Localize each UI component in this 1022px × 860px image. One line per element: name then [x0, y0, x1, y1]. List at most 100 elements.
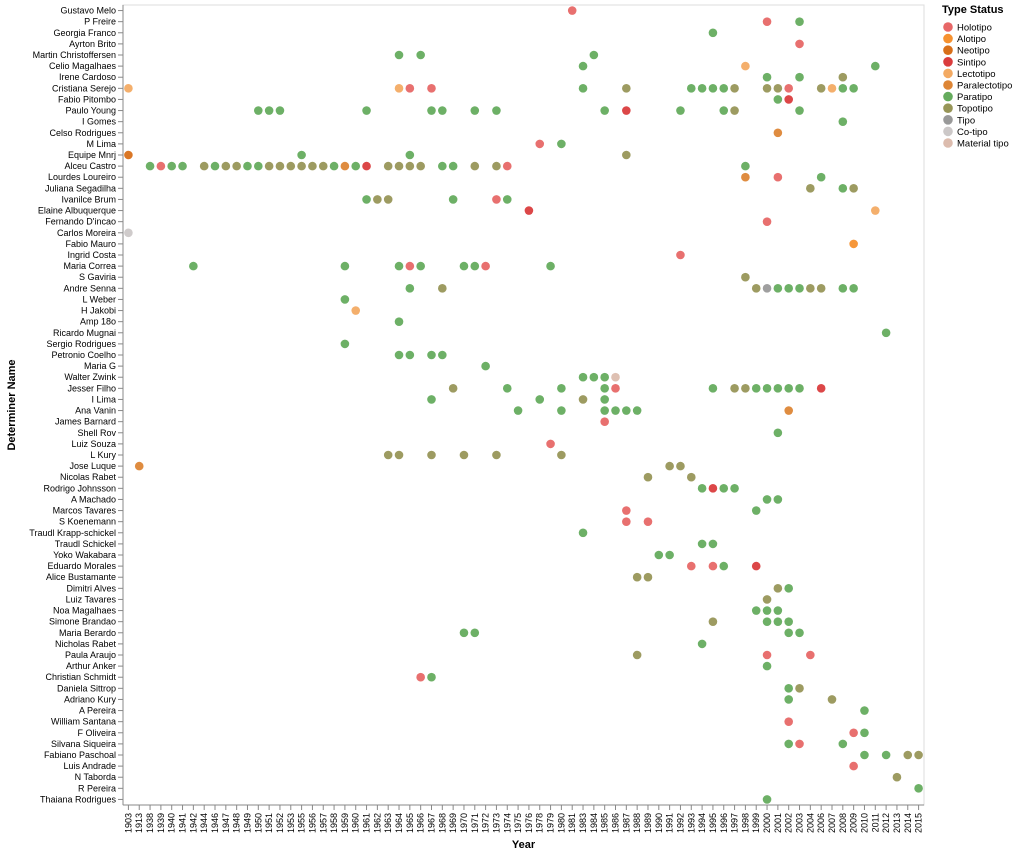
- data-point: [741, 272, 750, 282]
- data-point: [784, 739, 793, 749]
- x-tick-label: 2008: [838, 813, 848, 833]
- data-point: [438, 284, 447, 293]
- data-point: [622, 517, 631, 526]
- data-point: [286, 161, 296, 171]
- data-point: [470, 106, 480, 115]
- data-point: [254, 106, 263, 115]
- x-tick-label: 1978: [535, 813, 545, 833]
- x-tick-label: 1990: [654, 813, 664, 833]
- x-tick-label: 2015: [914, 813, 924, 833]
- data-point: [762, 495, 772, 504]
- data-point: [513, 406, 523, 415]
- data-point: [795, 384, 804, 393]
- data-point: [243, 161, 252, 171]
- data-point: [903, 750, 913, 760]
- x-tick-label: 1970: [459, 813, 469, 833]
- data-point: [643, 472, 653, 482]
- legend-swatch: [943, 115, 953, 125]
- data-point: [665, 550, 674, 560]
- x-tick-label: 1987: [621, 813, 631, 833]
- data-point: [459, 628, 469, 638]
- y-tick-label: Luiz Tavares: [66, 594, 117, 604]
- y-tick-label: Celso Rodrigues: [49, 128, 116, 138]
- data-point: [849, 728, 858, 738]
- data-point: [275, 106, 285, 115]
- y-tick-label: Yoko Wakabara: [53, 550, 116, 560]
- legend-swatch: [943, 80, 953, 90]
- y-tick-label: Daniela Sittrop: [57, 683, 116, 693]
- legend-title: Type Status: [942, 4, 1004, 16]
- data-point: [762, 617, 772, 626]
- data-point: [492, 161, 501, 171]
- legend-label: Tipo: [957, 115, 975, 126]
- y-tick-label: Adriano Kury: [64, 694, 117, 704]
- data-point: [156, 161, 166, 171]
- data-point: [502, 161, 512, 171]
- x-tick-label: 1992: [675, 813, 685, 833]
- x-tick-label: 2000: [762, 813, 772, 833]
- data-point: [741, 61, 750, 71]
- data-point: [816, 84, 826, 93]
- data-point: [686, 472, 696, 482]
- data-point: [719, 561, 729, 571]
- data-point: [870, 206, 880, 215]
- x-tick-label: 1947: [221, 813, 231, 833]
- data-point: [838, 284, 848, 293]
- data-point: [340, 161, 350, 171]
- x-tick-label: 1966: [416, 813, 426, 833]
- data-point: [124, 84, 133, 93]
- data-point: [708, 561, 718, 571]
- legend-label: Neotipo: [957, 46, 990, 57]
- x-tick-label: 1993: [686, 813, 696, 833]
- data-point: [448, 384, 458, 393]
- data-point: [784, 717, 793, 726]
- x-tick-label: 1997: [730, 813, 740, 833]
- y-tick-label: Petronio Coelho: [51, 350, 116, 360]
- y-tick-label: Paula Araujo: [65, 650, 116, 660]
- y-tick-label: James Barnard: [55, 417, 116, 427]
- data-point: [806, 184, 815, 193]
- y-tick-label: N Taborda: [75, 772, 116, 782]
- data-point: [762, 661, 772, 671]
- data-point: [578, 84, 588, 93]
- x-tick-label: 1951: [264, 813, 274, 833]
- y-tick-label: Elaine Albuquerque: [38, 206, 116, 216]
- data-point: [318, 161, 328, 171]
- data-point: [784, 617, 793, 626]
- data-point: [838, 117, 848, 126]
- y-tick-label: Maria Berardo: [59, 628, 116, 638]
- data-point: [762, 595, 772, 604]
- y-tick-label: Ayrton Brito: [69, 39, 116, 49]
- legend-swatch: [943, 22, 953, 32]
- legend-label: Holotipo: [957, 23, 992, 34]
- x-tick-label: 1939: [156, 813, 166, 833]
- data-point: [773, 584, 783, 593]
- y-tick-label: Marcos Tavares: [53, 506, 117, 516]
- y-tick-label: Andre Senna: [63, 283, 116, 293]
- data-point: [394, 161, 404, 171]
- x-tick-label: 2003: [795, 813, 805, 833]
- x-tick-label: 2002: [784, 813, 794, 833]
- data-point: [838, 84, 848, 93]
- data-point: [751, 284, 761, 293]
- data-point: [697, 539, 707, 549]
- data-point: [860, 750, 869, 760]
- x-tick-label: 2011: [870, 813, 880, 832]
- data-point: [632, 572, 642, 582]
- y-tick-label: I Lima: [91, 394, 116, 404]
- data-point: [405, 84, 415, 93]
- y-tick-label: Cristiana Serejo: [52, 83, 116, 93]
- data-point: [849, 184, 858, 193]
- y-tick-label: Maria G: [84, 361, 116, 371]
- data-point: [611, 384, 620, 393]
- data-point: [405, 284, 415, 293]
- legend-swatch: [943, 45, 953, 55]
- x-tick-label: 1994: [697, 813, 707, 833]
- x-tick-label: 1957: [318, 813, 328, 833]
- data-point: [210, 161, 220, 171]
- data-point: [773, 84, 783, 93]
- data-point: [654, 550, 664, 560]
- data-point: [816, 284, 826, 293]
- y-tick-label: Maria Correa: [63, 261, 116, 271]
